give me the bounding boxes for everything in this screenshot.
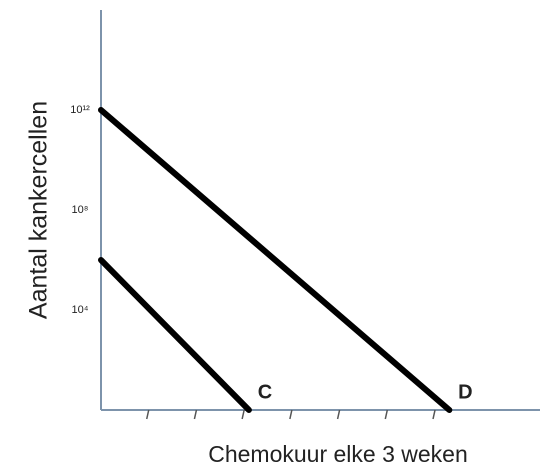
x-tick xyxy=(241,409,245,420)
y-tick-label: 10⁴ xyxy=(72,304,89,316)
y-tick-label: 10⁸ xyxy=(72,204,89,216)
x-tick xyxy=(432,409,436,420)
line-label: D xyxy=(458,381,472,403)
x-tick xyxy=(384,409,389,420)
y-axis-title: Aantal kankercellen xyxy=(25,101,53,319)
y-tick-label: 10¹² xyxy=(70,104,90,116)
line-label: C xyxy=(258,381,272,403)
line xyxy=(98,107,453,413)
x-axis-title: Chemokuur elke 3 weken xyxy=(208,441,468,467)
line xyxy=(98,257,252,413)
x-tick xyxy=(289,409,293,420)
x-tick xyxy=(145,409,150,420)
x-tick xyxy=(336,409,341,420)
x-tick xyxy=(193,409,198,420)
